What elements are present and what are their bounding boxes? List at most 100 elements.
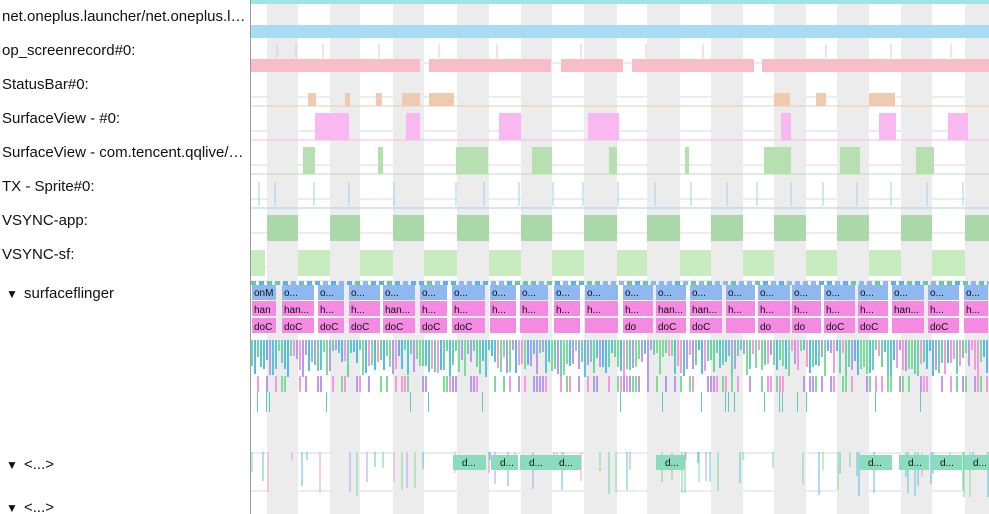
vsync-shade-column <box>647 0 680 514</box>
thread-mark <box>368 376 370 392</box>
process-slice-label: d... <box>973 458 987 469</box>
sf-slice-label: han... <box>385 305 410 316</box>
group-header-process[interactable]: ▼ <...> <box>6 455 54 475</box>
process-slice <box>931 455 962 470</box>
sf-header-tick <box>603 281 608 285</box>
thread-mark <box>410 340 412 354</box>
vsync-app-slice <box>584 215 617 241</box>
thread-mark <box>824 340 826 376</box>
sf-slice-label: doC <box>658 322 676 333</box>
qqlive-slice <box>303 147 315 174</box>
thread-mark <box>851 376 853 392</box>
sf-slice-label: h... <box>556 305 570 316</box>
thread-mark <box>260 340 262 367</box>
sf-header-tick <box>819 281 824 285</box>
thread-mark <box>623 376 625 392</box>
track-label-surfaceview-qqlive[interactable]: SurfaceView - com.tencent.qqlive/com.ten… <box>2 144 248 161</box>
thread-mark <box>506 340 508 373</box>
expand-caret-icon[interactable]: ▼ <box>6 458 18 472</box>
track-label-surfaceview[interactable]: SurfaceView - #0: <box>2 110 121 127</box>
screenrecord-slice <box>429 59 551 72</box>
thread-mark <box>746 340 748 375</box>
sf-slice-label: han... <box>894 305 919 316</box>
thread-mark <box>857 340 859 375</box>
thread-mark <box>941 376 943 392</box>
sf-slice <box>758 318 790 333</box>
thread-mark <box>776 376 778 392</box>
sf-slice <box>585 318 618 333</box>
thread-mark <box>749 376 751 392</box>
thread-mark <box>407 376 409 392</box>
sf-slice-label: o... <box>794 288 808 299</box>
thread-mark <box>407 340 409 375</box>
expand-caret-icon[interactable]: ▼ <box>6 501 18 514</box>
thread-mark <box>335 340 337 350</box>
thread-mark <box>515 340 517 373</box>
vsync-shade-column <box>774 0 806 514</box>
group-header-process-2[interactable]: ▼ <...> <box>6 498 54 514</box>
vsync-sf-slice <box>932 250 965 276</box>
thread-mark <box>578 340 580 369</box>
sf-slice <box>349 318 380 333</box>
expand-caret-icon[interactable]: ▼ <box>6 287 18 301</box>
thread-mark <box>647 376 649 392</box>
sf-header-tick <box>899 281 904 285</box>
track-label-launcher[interactable]: net.oneplus.launcher/net.oneplus.launche… <box>2 8 248 25</box>
thread-mark <box>836 340 838 351</box>
thread-mark <box>422 376 424 392</box>
thread-mark <box>707 340 709 361</box>
thread-mark <box>875 376 877 392</box>
vsync-shade-column <box>584 0 617 514</box>
thread-mark <box>473 340 475 351</box>
thread-mark <box>677 340 679 366</box>
thread-mark <box>608 340 610 367</box>
process-slice-label: d... <box>665 458 679 469</box>
statusbar-slice <box>308 93 316 106</box>
timeline-canvas[interactable]: onM han doC o... han... doC o... h... doC o... h..… <box>251 0 989 514</box>
thread-mark <box>605 340 607 373</box>
sf-slice-label: o... <box>860 288 874 299</box>
process-slice <box>859 455 892 470</box>
thread-mark <box>560 340 562 377</box>
track-label-sprite[interactable]: TX - Sprite#0: <box>2 178 95 195</box>
sf-slice <box>858 318 888 333</box>
thread-mark <box>281 340 283 363</box>
track-label-screenrecord[interactable]: op_screenrecord#0: <box>2 42 136 59</box>
track-label-vsync-sf[interactable]: VSYNC-sf: <box>2 246 75 263</box>
track-label-statusbar[interactable]: StatusBar#0: <box>2 76 89 93</box>
sf-header-tick <box>659 281 664 285</box>
sf-slice-label: doC <box>930 322 948 333</box>
sf-header-tick <box>387 281 392 285</box>
thread-mark <box>692 376 694 392</box>
sf-slice-label: o... <box>587 288 601 299</box>
sf-slice <box>928 301 959 316</box>
process-slice-label: d... <box>559 458 573 469</box>
qqlive-slice <box>764 147 791 174</box>
sf-slice <box>520 285 548 300</box>
track-label-vsync-app[interactable]: VSYNC-app: <box>2 212 88 229</box>
thread-mark <box>773 340 775 365</box>
thread-mark <box>470 376 472 392</box>
thread-mark <box>461 340 463 360</box>
thread-mark <box>356 340 358 363</box>
sf-header-tick <box>795 281 800 285</box>
sf-slice <box>690 318 722 333</box>
statusbar-slice <box>376 93 382 106</box>
panel-divider[interactable] <box>250 0 251 514</box>
thread-mark <box>620 376 622 392</box>
thread-mark <box>881 376 883 392</box>
thread-mark <box>803 376 805 392</box>
thread-mark <box>341 376 343 392</box>
sf-slice <box>252 285 276 300</box>
thread-mark <box>938 340 940 373</box>
thread-mark <box>542 340 544 352</box>
thread-mark <box>983 340 985 357</box>
surfaceview-slice <box>406 113 420 140</box>
group-header-surfaceflinger[interactable]: ▼ surfaceflinger <box>6 284 114 304</box>
thread-mark <box>926 340 928 369</box>
thread-mark <box>767 376 769 392</box>
sf-header-tick <box>267 281 272 285</box>
thread-mark <box>320 340 322 370</box>
sf-header-tick <box>251 281 256 285</box>
thread-mark <box>596 340 598 358</box>
